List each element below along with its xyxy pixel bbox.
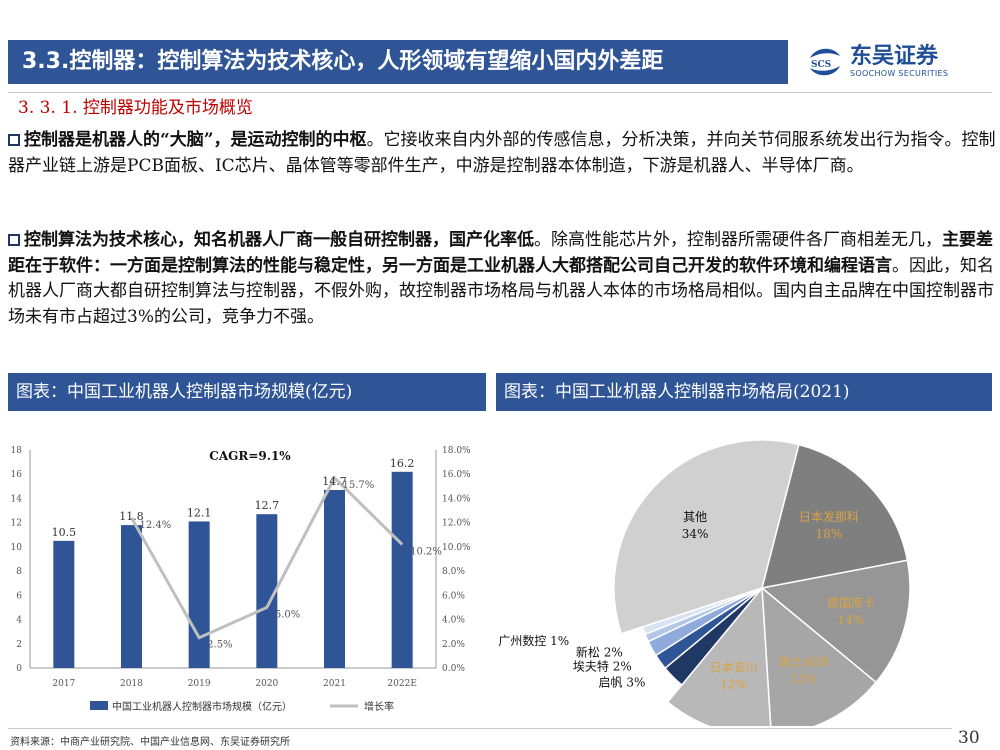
- pie-label: 新松 2%: [576, 644, 623, 659]
- y-tick-label: 10: [11, 543, 23, 553]
- page-title: 3.3.控制器：控制算法为技术核心，人形领域有望缩小国内外差距: [22, 49, 664, 74]
- y2-tick-label: 0.0%: [442, 664, 465, 674]
- pie-label: 埃夫特 2%: [573, 659, 632, 674]
- paragraph-2-lead: 控制算法为技术核心，知名机器人厂商一般自研控制器，国产化率低: [24, 230, 534, 250]
- y2-tick-label: 14.0%: [442, 494, 471, 504]
- company-logo: SCS 东吴证券 SOOCHOW SECURITIES: [806, 44, 976, 84]
- bar: [53, 540, 75, 668]
- paragraph-1-body: 。它接收来自内外部的传感信息，分析决策，并向关节伺服系统发出行为指令。控制器产业…: [8, 130, 996, 176]
- pie-slice: [760, 559, 911, 684]
- bar-value-label: 16.2: [390, 457, 415, 470]
- paragraph-2: 控制算法为技术核心，知名机器人厂商一般自研控制器，国产化率低。除高性能芯片外，控…: [8, 228, 998, 330]
- bar-value-label: 12.1: [187, 506, 212, 519]
- footer-divider: [8, 728, 952, 729]
- header-bar: [8, 40, 788, 84]
- y2-tick-label: 8.0%: [442, 567, 465, 577]
- y-tick-label: 0: [16, 664, 22, 674]
- bar: [256, 514, 278, 668]
- pie-slice: [666, 586, 772, 726]
- pie-slice: [761, 586, 878, 726]
- y-tick-label: 12: [11, 519, 22, 529]
- logo-text-cn: 东吴证券: [850, 44, 939, 69]
- legend-bar-swatch: [90, 701, 108, 710]
- pie-label: 瑞士ABB: [779, 655, 829, 669]
- bar-value-label: 12.7: [255, 499, 280, 512]
- svg-text:SCS: SCS: [811, 60, 831, 70]
- left-panel-bar: [8, 373, 486, 411]
- page-number: 30: [958, 728, 980, 748]
- y-tick-label: 18: [11, 446, 23, 456]
- paragraph-1-lead: 控制器是机器人的“大脑”，是运动控制的中枢: [24, 130, 367, 150]
- pie-slice: [760, 443, 909, 589]
- pie-label: 其他: [683, 510, 707, 524]
- x-tick-label: 2022E: [387, 679, 416, 689]
- pie-label: 德国库卡: [827, 595, 875, 610]
- y2-tick-label: 10.0%: [442, 543, 471, 553]
- y-tick-label: 4: [16, 616, 22, 626]
- growth-value-label: 2.5%: [207, 640, 232, 651]
- section-title: 3. 3. 1. 控制器功能及市场概览: [18, 98, 253, 118]
- growth-line: [130, 475, 404, 640]
- y2-tick-label: 12.0%: [442, 519, 471, 529]
- growth-value-label: 15.7%: [343, 480, 375, 491]
- growth-value-label: 10.2%: [410, 546, 442, 557]
- bar-value-label: 10.5: [52, 526, 77, 539]
- y-tick-label: 14: [11, 494, 23, 504]
- y-tick-label: 16: [11, 470, 23, 480]
- y2-tick-label: 18.0%: [442, 446, 471, 456]
- y2-tick-label: 6.0%: [442, 591, 465, 601]
- pie-label: 启帆 3%: [599, 675, 646, 690]
- pie-value-label: 34%: [682, 527, 709, 541]
- y2-tick-label: 16.0%: [442, 470, 471, 480]
- cagr-annotation: CAGR=9.1%: [209, 449, 291, 463]
- bar: [391, 471, 413, 668]
- logo-icon: SCS: [810, 48, 840, 76]
- legend-line-label: 增长率: [364, 700, 394, 713]
- right-panel-bar: [496, 373, 992, 411]
- y2-tick-label: 2.0%: [442, 640, 465, 650]
- logo-text-en: SOOCHOW SECURITIES: [850, 69, 949, 78]
- bar-value-label: 11.8: [119, 510, 144, 523]
- pie-label: 日本安川: [710, 659, 758, 674]
- y-tick-label: 6: [16, 591, 22, 601]
- source-note: 资料来源：中商产业研究院、中国产业信息网、东吴证券研究所: [10, 737, 290, 748]
- bar: [121, 525, 142, 668]
- y2-tick-label: 4.0%: [442, 616, 465, 626]
- paragraph-2-text-1: 。除高性能芯片外，控制器所需硬件各厂商相差无几，: [534, 230, 942, 250]
- pie-value-label: 12%: [720, 677, 747, 691]
- x-tick-label: 2018: [120, 679, 143, 689]
- x-tick-label: 2020: [255, 679, 278, 689]
- checkbox-bullet-icon: [8, 234, 20, 246]
- y-tick-label: 8: [16, 567, 22, 577]
- x-tick-label: 2021: [323, 679, 346, 689]
- market-size-chart: 0 2 4 6 8 10 12 14 16 18 0.0% 2.0% 4.0% 6.0% 8.0% 10.0%…: [11, 446, 471, 713]
- growth-value-label: 5.0%: [275, 609, 300, 620]
- bar-value-label: 14.7: [322, 475, 347, 488]
- left-chart-title: 图表：中国工业机器人控制器市场规模(亿元): [16, 382, 353, 402]
- pie-value-label: 14%: [838, 613, 865, 627]
- right-chart-title: 图表：中国工业机器人控制器市场格局(2021): [504, 382, 850, 402]
- x-tick-label: 2017: [52, 679, 75, 689]
- pie-slice: [613, 439, 800, 635]
- legend-bar-label: 中国工业机器人控制器市场规模（亿元）: [112, 700, 292, 713]
- y-tick-label: 2: [16, 640, 22, 650]
- bar: [324, 489, 345, 668]
- paragraph-1: 控制器是机器人的“大脑”，是运动控制的中枢。它接收来自内外部的传感信息，分析决策…: [8, 128, 998, 179]
- pie-label: 日本发那科: [799, 509, 859, 524]
- growth-value-label: 12.4%: [140, 520, 172, 531]
- paragraph-2-emphasis: 主要差距在于软件：一方面是控制算法的性能与稳定性，另一方面是工业机器人大都搭配公…: [8, 230, 993, 276]
- divider: [8, 92, 992, 93]
- pie-label: 埃斯顿、广州数控 1%: [496, 633, 569, 648]
- x-tick-label: 2019: [188, 679, 211, 689]
- paragraph-2-body: 。因此，知名机器人厂商大都自研控制算法与控制器，不假外购，故控制器市场格局与机器…: [8, 255, 994, 327]
- pie-value-label: 18%: [816, 527, 843, 541]
- checkbox-bullet-icon: [8, 134, 20, 146]
- pie-value-label: 13%: [790, 672, 817, 686]
- market-share-pie-chart: 日本发那科 18% 德国库卡 14% 瑞士ABB 13% 日本安川 12% 启帆 3%埃夫特 2…: [496, 439, 911, 726]
